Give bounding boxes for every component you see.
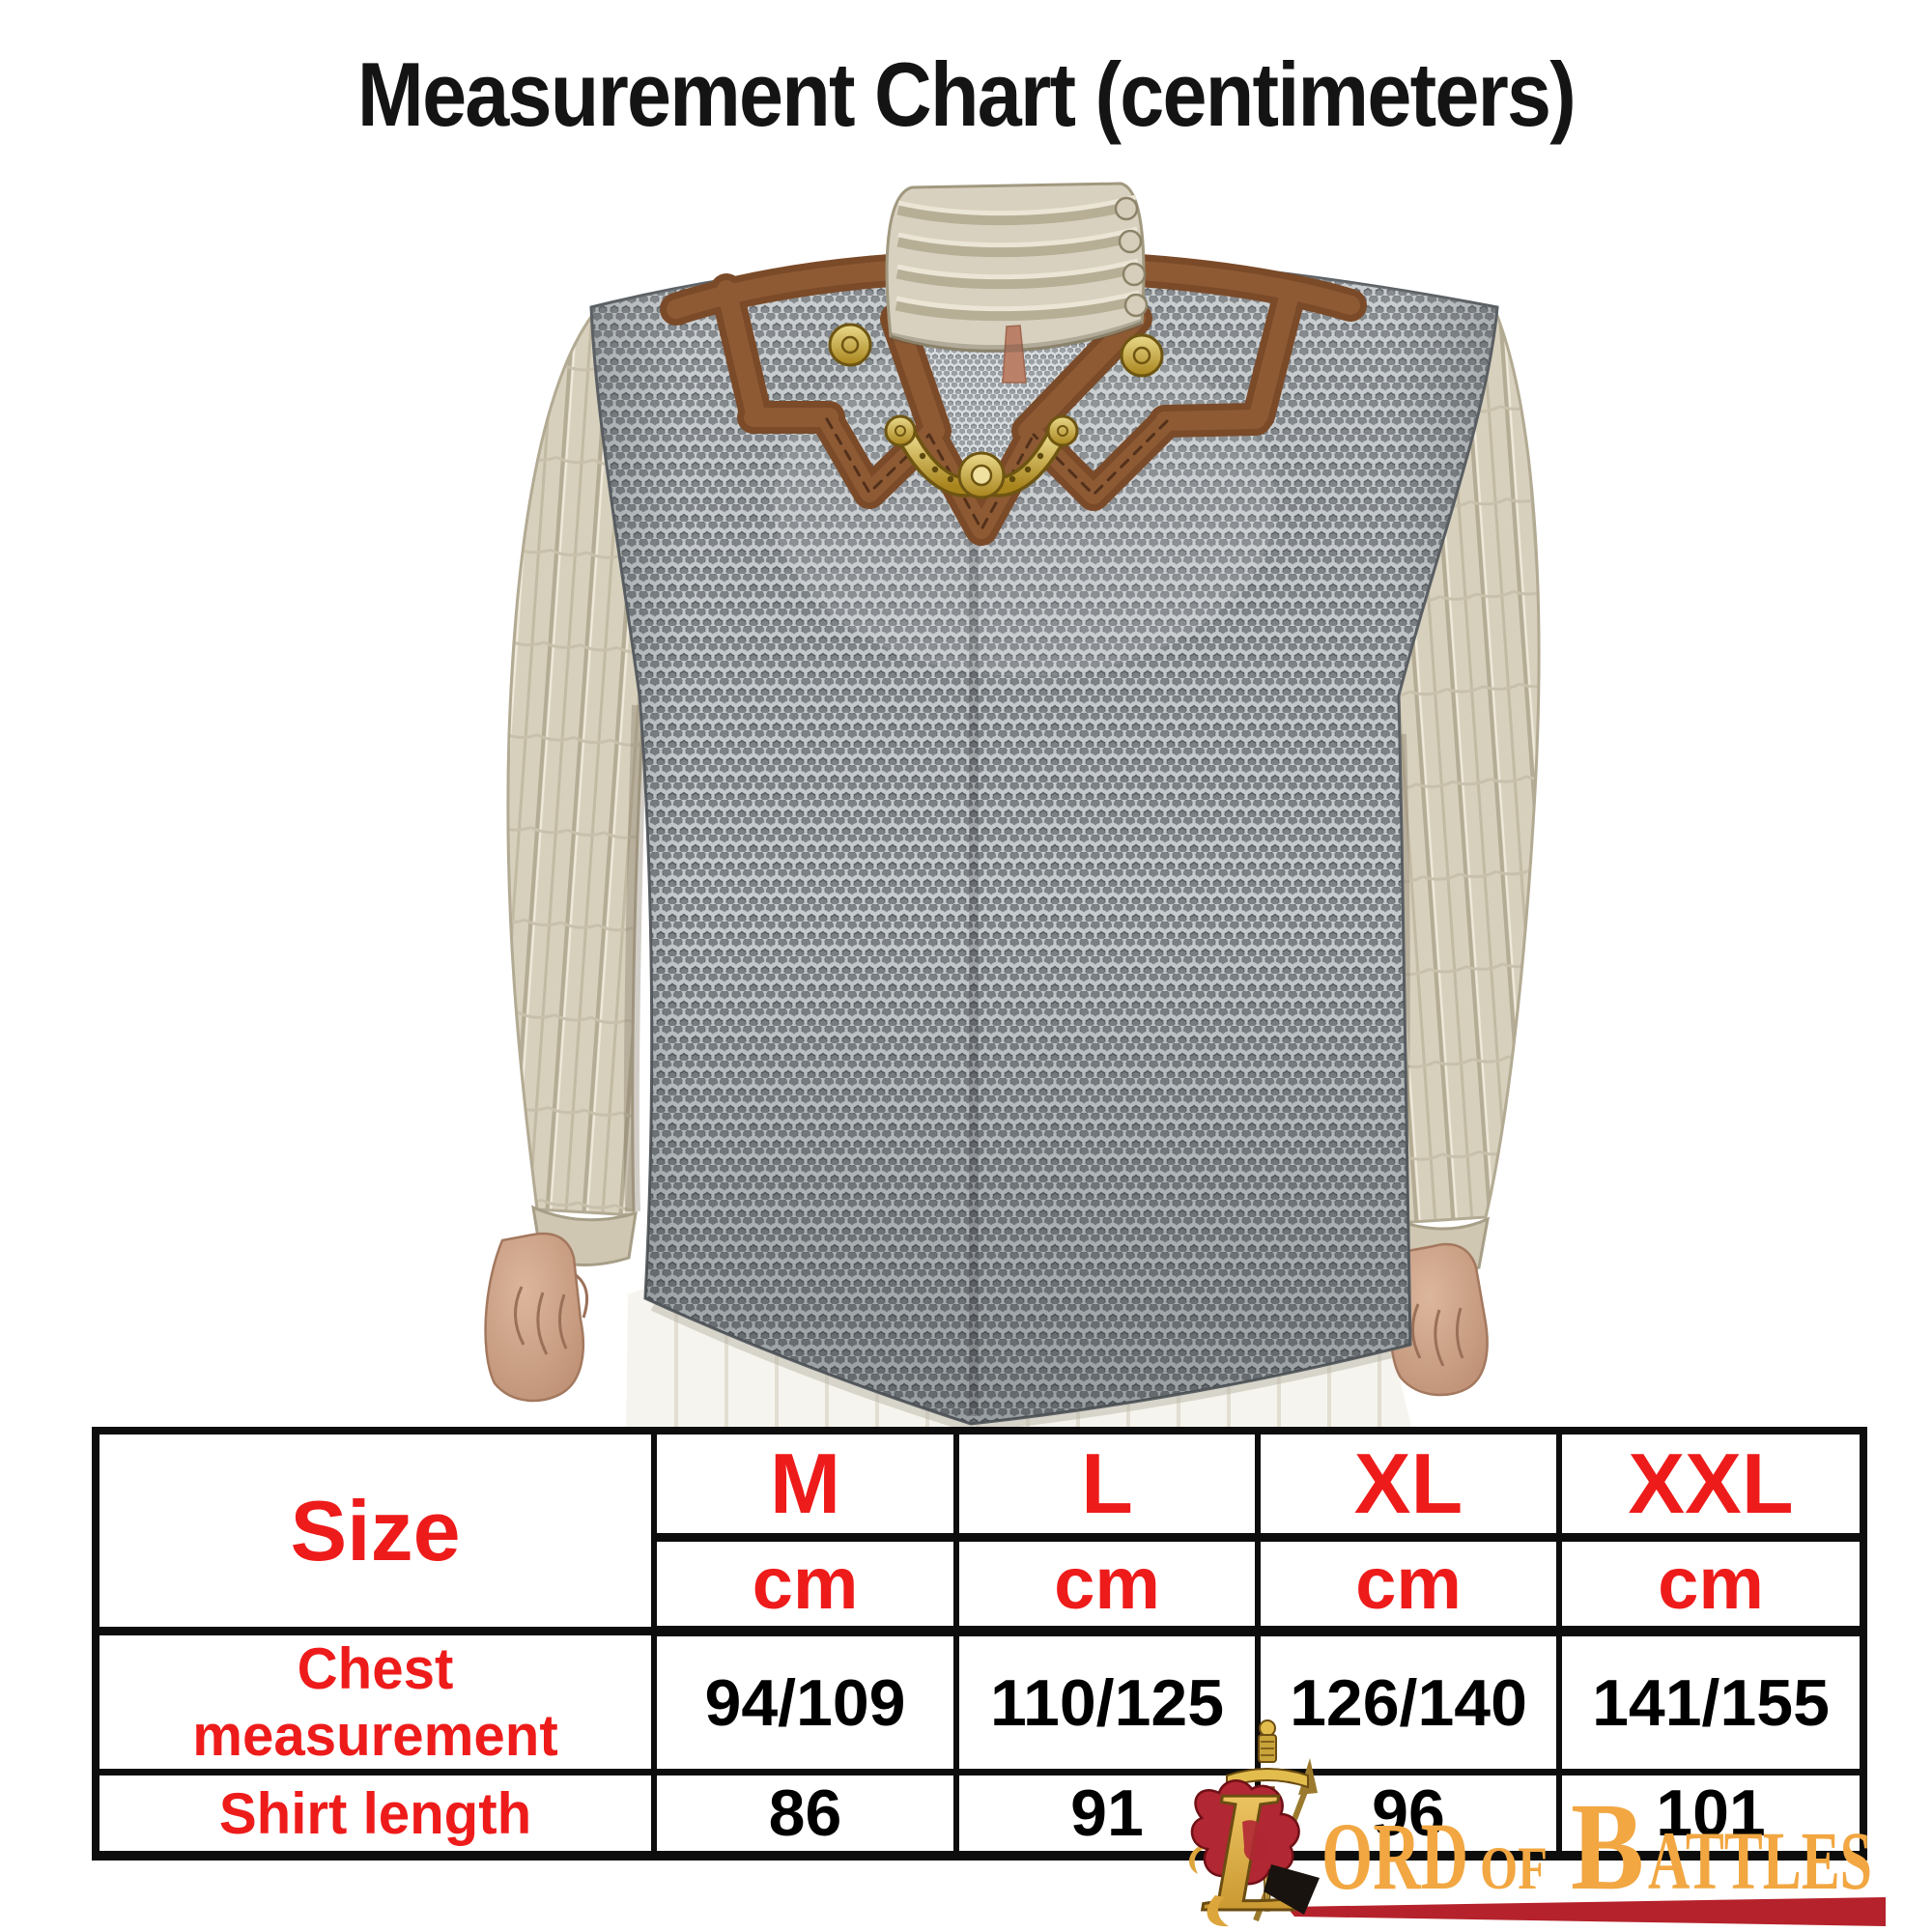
chainmail-shirt — [589, 257, 1499, 1426]
logo-text-attles: ATTLES — [1648, 1814, 1872, 1907]
table-row-chest: Chest measurement 94/109 110/125 126/140… — [96, 1628, 1866, 1776]
row-label-chest: Chest measurement — [100, 1628, 649, 1776]
chest-value-m: 94/109 — [651, 1628, 959, 1776]
gambeson-collar — [885, 182, 1149, 384]
table-row-sizes: Size M L XL XXL — [93, 1428, 1866, 1635]
col-header-m: M — [651, 1428, 959, 1542]
unit-cell: cm — [651, 1534, 959, 1636]
logo-swoosh — [1287, 1897, 1886, 1926]
collar-slit — [1002, 325, 1027, 384]
unit-cell: cm — [1556, 1534, 1866, 1636]
logo-wordmark: ORD OF B ATTLES — [1321, 1777, 1872, 1917]
unit-cell: cm — [953, 1534, 1261, 1636]
col-header-xl: XL — [1255, 1428, 1562, 1542]
chest-value-l: 110/125 — [953, 1628, 1261, 1776]
logo-text-b: B — [1571, 1777, 1644, 1917]
logo-text-ord: ORD — [1321, 1803, 1468, 1910]
chest-value-xxl: 141/155 — [1556, 1628, 1866, 1776]
brass-rosettes — [828, 323, 1164, 378]
table-row-length: Shirt length 86 91 96 101 — [96, 1769, 1866, 1859]
length-value-xxl: 101 — [1556, 1769, 1866, 1859]
row-label-length: Shirt length — [100, 1769, 649, 1859]
chest-value-xl: 126/140 — [1255, 1628, 1562, 1776]
col-header-xxl: XXL — [1556, 1428, 1866, 1542]
unit-cell: cm — [1255, 1534, 1562, 1636]
brass-clasp — [884, 414, 1079, 499]
brand-logo: L ORD OF B ATTLES — [1189, 1719, 1886, 1932]
size-table: Size M L XL XXL cm cm cm cm Chest measur… — [92, 1427, 1867, 1861]
table-row-units: cm cm cm cm — [96, 1534, 1866, 1636]
collar-buttons — [1114, 196, 1149, 318]
col-header-l: L — [953, 1428, 1261, 1542]
logo-emblem: L — [1189, 1719, 1320, 1932]
length-value-m: 86 — [651, 1769, 959, 1859]
banner-wedge — [1264, 1864, 1320, 1915]
logo-text-of: OF — [1480, 1833, 1548, 1902]
page-title: Measurement Chart (centimeters) — [356, 43, 1577, 145]
left-hand — [484, 1232, 589, 1403]
size-corner-cell: Size — [93, 1428, 657, 1635]
